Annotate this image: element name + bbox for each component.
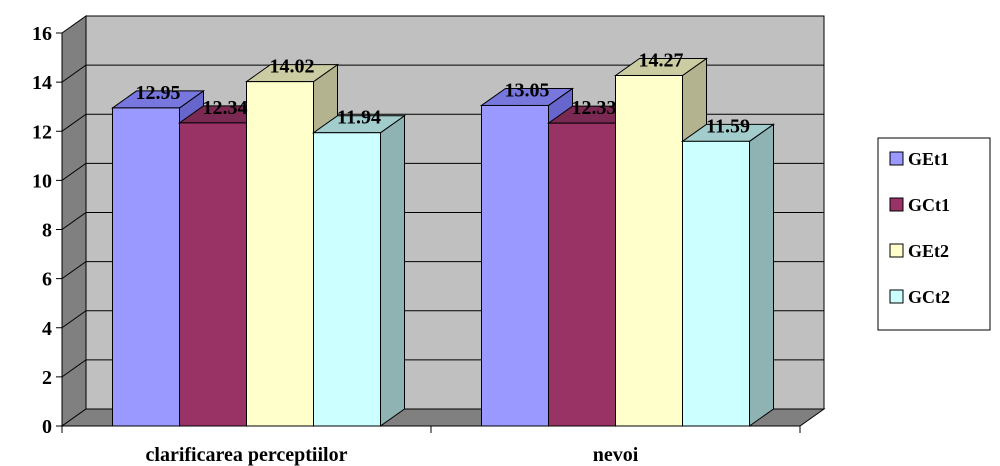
data-label: 12.95 (136, 82, 181, 104)
x-category-label: clarificarea perceptiilor (146, 444, 348, 466)
bar (682, 140, 750, 427)
legend-label: GCt2 (908, 287, 950, 307)
bar (615, 74, 683, 427)
data-label: 13.05 (505, 79, 550, 101)
y-axis: 0 2 4 6 8 10 12 14 16 (32, 23, 63, 438)
data-label: 11.94 (337, 107, 381, 129)
legend-label: GCt1 (908, 195, 950, 215)
legend-label: GEt1 (908, 149, 949, 169)
gridline (61, 64, 824, 83)
y-tick-label: 8 (42, 220, 52, 242)
bar-side (380, 114, 405, 427)
y-tick-label: 2 (42, 367, 52, 389)
y-tick-label: 0 (42, 416, 52, 438)
legend-swatch (889, 289, 904, 304)
legend-label: GEt2 (908, 241, 949, 261)
y-tick-label: 16 (32, 23, 52, 45)
data-label: 14.02 (270, 56, 315, 78)
legend: GEt1 GCt1 GEt2 GCt2 (877, 137, 991, 331)
data-label: 12.34 (203, 97, 248, 119)
y-tick-label: 12 (32, 121, 52, 143)
x-axis: clarificarea perceptiilor nevoi (61, 425, 801, 466)
bars (110, 57, 776, 427)
y-tick-label: 10 (32, 170, 52, 192)
legend-swatch (889, 243, 904, 258)
bar-side (749, 123, 774, 427)
y-tick-label: 6 (42, 269, 52, 291)
data-labels: 12.95 12.34 14.02 11.94 13.05 12.33 14.27 11.59 (136, 49, 750, 137)
legend-swatch (889, 197, 904, 212)
data-label: 11.59 (706, 115, 750, 137)
data-label: 12.33 (572, 97, 617, 119)
bar (313, 132, 381, 427)
x-category-label: nevoi (593, 444, 639, 466)
bar (548, 122, 616, 427)
bar (112, 107, 180, 427)
bar (179, 122, 247, 427)
legend-swatch (889, 151, 904, 166)
y-tick-label: 14 (32, 72, 52, 94)
bar (481, 104, 549, 427)
data-label: 14.27 (639, 49, 684, 71)
y-tick-label: 4 (42, 318, 52, 340)
bar (246, 81, 314, 427)
